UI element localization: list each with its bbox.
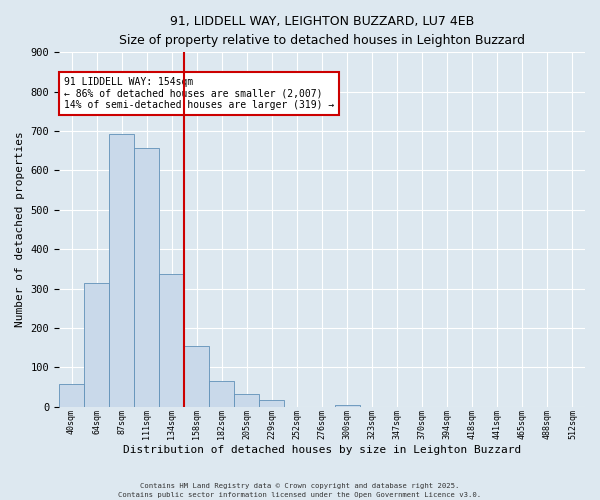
Bar	[159, 274, 184, 406]
Bar	[259, 400, 284, 406]
Y-axis label: Number of detached properties: Number of detached properties	[15, 132, 25, 328]
Bar	[84, 284, 109, 406]
Title: 91, LIDDELL WAY, LEIGHTON BUZZARD, LU7 4EB
Size of property relative to detached: 91, LIDDELL WAY, LEIGHTON BUZZARD, LU7 4…	[119, 15, 525, 47]
X-axis label: Distribution of detached houses by size in Leighton Buzzard: Distribution of detached houses by size …	[123, 445, 521, 455]
Bar	[335, 404, 359, 406]
Text: 91 LIDDELL WAY: 154sqm
← 86% of detached houses are smaller (2,007)
14% of semi-: 91 LIDDELL WAY: 154sqm ← 86% of detached…	[64, 77, 335, 110]
Bar	[59, 384, 84, 406]
Bar	[209, 381, 235, 406]
Bar	[184, 346, 209, 406]
Bar	[134, 148, 159, 406]
Bar	[109, 134, 134, 406]
Text: Contains HM Land Registry data © Crown copyright and database right 2025.
Contai: Contains HM Land Registry data © Crown c…	[118, 483, 482, 498]
Bar	[235, 394, 259, 406]
